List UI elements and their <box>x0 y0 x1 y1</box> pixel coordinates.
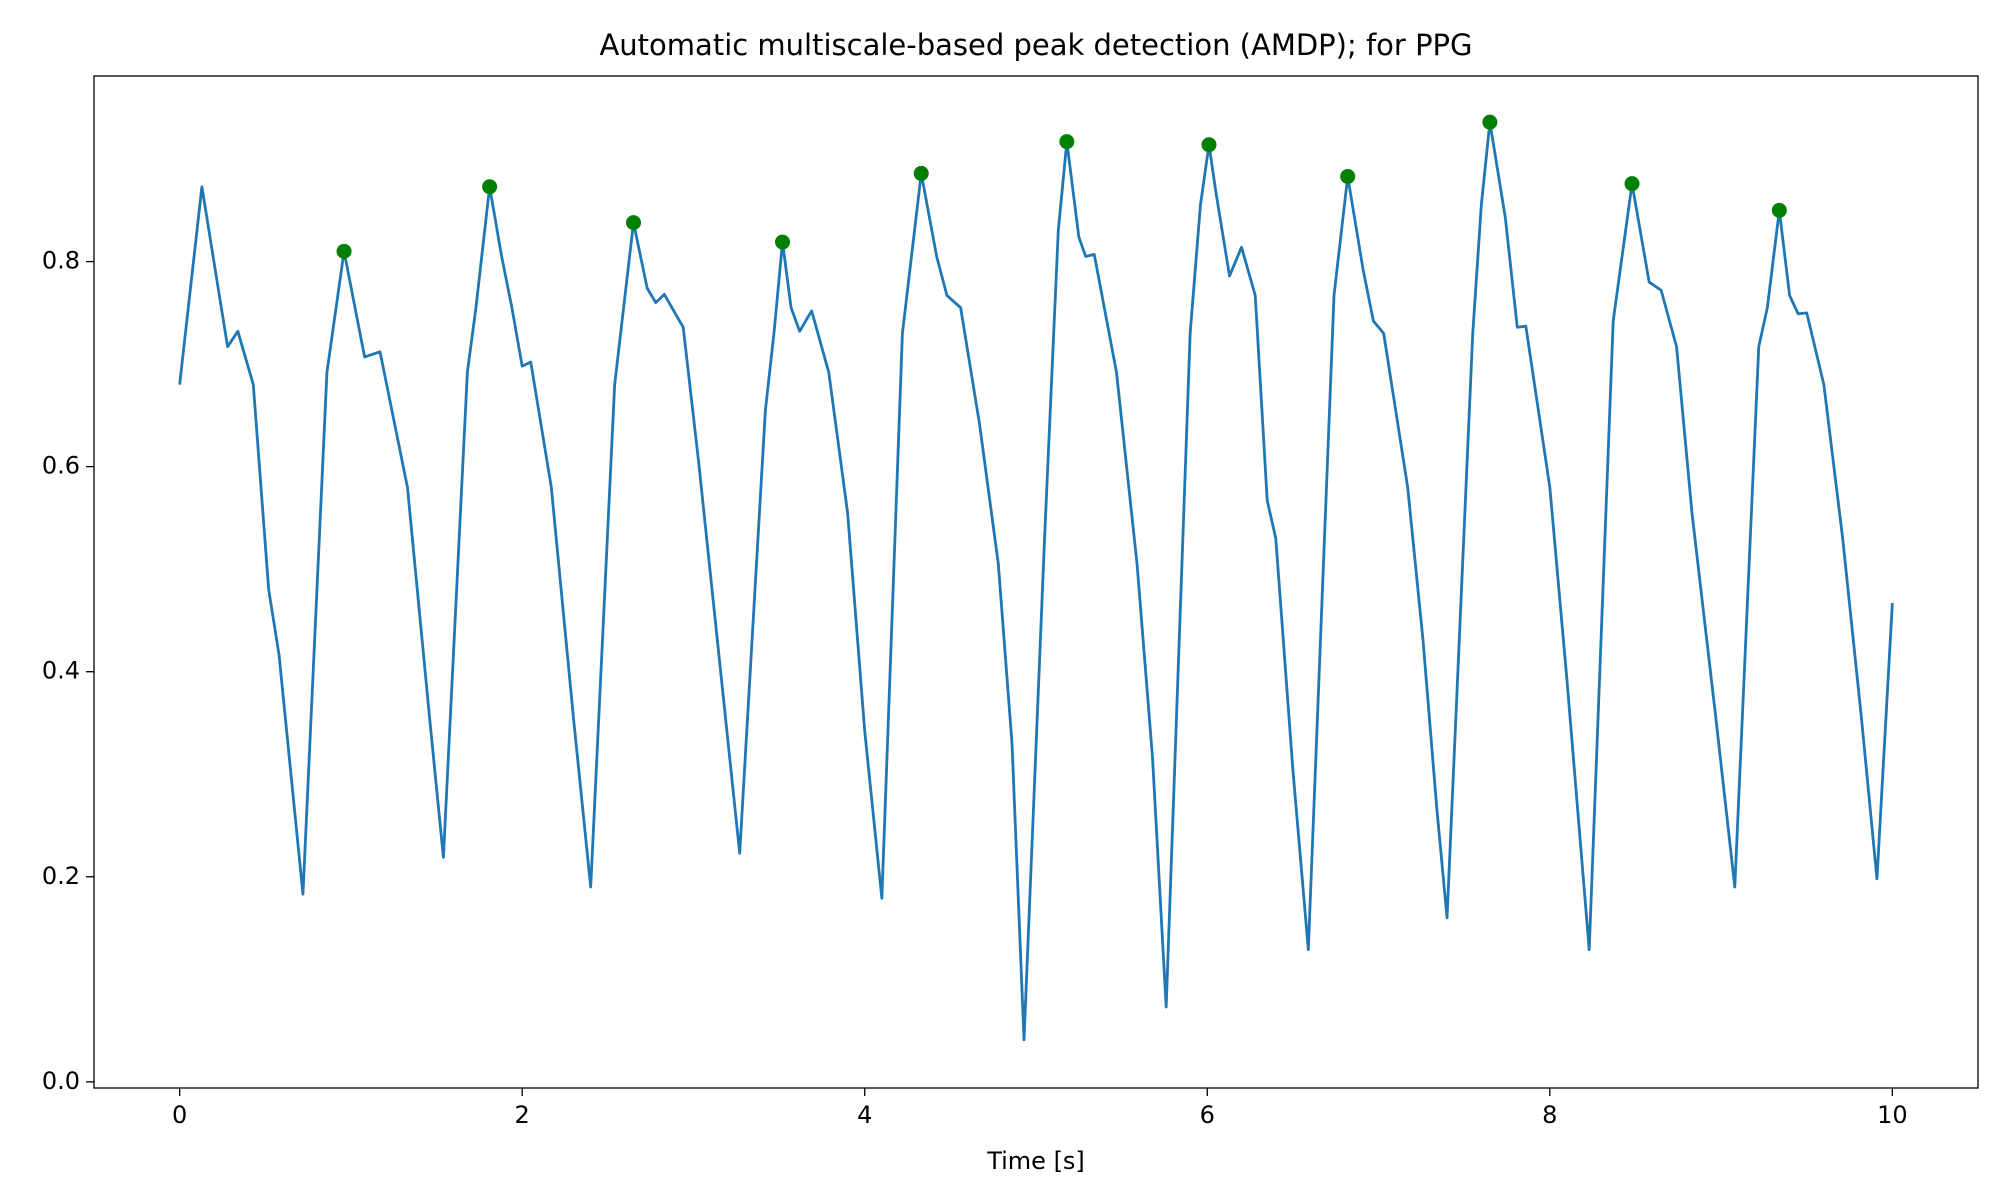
y-tick-label: 0.4 <box>42 657 80 685</box>
peak-marker <box>626 215 642 231</box>
peak-marker <box>1340 168 1356 184</box>
x-tick-label: 2 <box>515 1101 530 1129</box>
peak-marker <box>482 179 498 195</box>
plot-frame <box>93 75 1979 1089</box>
x-tick-label: 10 <box>1877 1101 1908 1129</box>
peak-marker <box>775 234 791 250</box>
peak-marker <box>1059 134 1075 150</box>
y-tick-label: 0.6 <box>42 452 80 480</box>
y-tick-label: 0.2 <box>42 862 80 890</box>
peak-marker <box>1771 202 1787 218</box>
x-tick-label: 8 <box>1542 1101 1557 1129</box>
peak-marker <box>913 165 929 181</box>
peak-marker <box>1624 176 1640 192</box>
signal-line <box>178 120 1894 1042</box>
peak-marker <box>1201 137 1217 153</box>
x-tick-label: 4 <box>857 1101 872 1129</box>
y-tick-label: 0.0 <box>42 1067 80 1095</box>
peak-marker <box>336 243 352 259</box>
y-tick-label: 0.8 <box>42 247 80 275</box>
peak-marker <box>1482 114 1498 130</box>
x-tick-label: 0 <box>172 1101 187 1129</box>
chart-title: Automatic multiscale-based peak detectio… <box>599 28 1472 62</box>
x-tick-label: 6 <box>1200 1101 1215 1129</box>
x-axis-label: Time [s] <box>986 1147 1085 1175</box>
